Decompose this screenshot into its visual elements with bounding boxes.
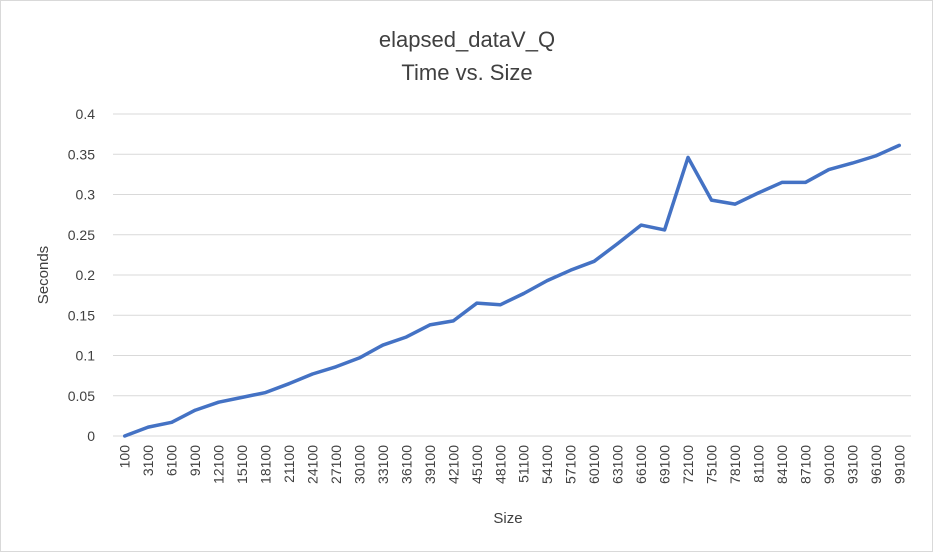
x-tick-label: 57100 <box>563 445 579 484</box>
series-layer <box>122 143 902 438</box>
data-point <box>710 198 713 202</box>
data-point <box>850 161 854 165</box>
series-line <box>122 143 902 438</box>
x-tick-label: 66100 <box>633 445 649 484</box>
x-tick-label: 36100 <box>398 445 414 484</box>
data-point <box>404 335 408 339</box>
gridlines <box>113 113 911 437</box>
x-tick-label: 60100 <box>586 445 602 484</box>
data-point <box>522 292 526 296</box>
x-tick-label: 84100 <box>774 445 790 484</box>
x-tick-label: 6100 <box>164 445 180 476</box>
data-point <box>663 228 667 232</box>
y-tick-label: 0.05 <box>68 388 95 404</box>
x-axis-title: Size <box>493 510 522 527</box>
data-point <box>874 154 878 158</box>
x-tick-label: 78100 <box>727 445 743 484</box>
y-tick-label: 0.25 <box>68 227 95 243</box>
data-point <box>897 143 901 147</box>
x-tick-label: 30100 <box>351 445 367 484</box>
data-point <box>193 408 197 412</box>
data-point <box>381 343 385 347</box>
x-tick-label: 54100 <box>539 445 555 484</box>
x-tick-label: 24100 <box>305 445 321 484</box>
data-point <box>569 268 573 272</box>
y-tick-label: 0.4 <box>76 106 96 122</box>
data-point <box>592 259 596 263</box>
chart-title: elapsed_dataV_Q <box>379 27 555 52</box>
data-point <box>428 323 432 327</box>
x-tick-label: 39100 <box>422 445 438 484</box>
data-point <box>686 155 690 159</box>
y-tick-label: 0.1 <box>76 348 96 364</box>
data-point <box>827 168 831 172</box>
x-tick-label: 18100 <box>258 445 274 484</box>
x-tick-label: 100 <box>117 445 133 469</box>
x-tick-label: 93100 <box>844 445 860 484</box>
x-tick-label: 15100 <box>234 445 250 484</box>
x-tick-label: 9100 <box>187 445 203 476</box>
data-point <box>451 319 455 323</box>
data-point <box>803 180 807 184</box>
x-tick-label: 96100 <box>868 445 884 484</box>
data-point <box>639 223 643 227</box>
x-tick-label: 99100 <box>891 445 907 484</box>
x-tick-label: 21100 <box>281 445 297 483</box>
data-point <box>475 301 479 305</box>
x-tick-label: 63100 <box>610 445 626 484</box>
data-point <box>616 242 620 246</box>
data-point <box>123 434 127 438</box>
chart-subtitle: Time vs. Size <box>401 60 532 85</box>
x-tick-label: 72100 <box>680 445 696 484</box>
data-point <box>357 356 361 360</box>
data-point <box>170 420 174 424</box>
y-tick-label: 0.35 <box>68 146 95 162</box>
y-tick-label: 0 <box>87 428 95 444</box>
x-tick-label: 81100 <box>750 445 766 483</box>
data-point <box>545 279 549 283</box>
x-tick-label: 75100 <box>704 445 720 484</box>
data-point <box>217 400 221 404</box>
x-tick-label: 27100 <box>328 445 344 484</box>
x-axis-ticks: 100 3100 6100 9100 12100 15100 18100 21100 24100… <box>117 445 908 484</box>
data-point <box>334 365 338 369</box>
data-point <box>733 202 737 206</box>
y-axis-title: Seconds <box>35 246 52 304</box>
data-point <box>780 180 784 184</box>
x-tick-label: 42100 <box>445 445 461 484</box>
data-point <box>287 382 291 386</box>
data-point <box>146 425 150 429</box>
x-tick-label: 90100 <box>821 445 837 484</box>
x-tick-label: 69100 <box>657 445 673 484</box>
data-point <box>498 303 502 307</box>
x-tick-label: 51100 <box>516 445 532 483</box>
y-tick-label: 0.15 <box>68 307 95 323</box>
x-tick-label: 12100 <box>211 445 227 484</box>
y-axis-ticks: 0 0.05 0.1 0.15 0.2 0.25 0.3 0.35 0.4 <box>68 106 95 444</box>
data-point <box>311 372 314 376</box>
y-tick-label: 0.3 <box>76 187 96 203</box>
x-tick-label: 3100 <box>140 445 156 476</box>
x-tick-label: 45100 <box>469 445 485 484</box>
x-tick-label: 87100 <box>797 445 813 484</box>
data-point <box>756 191 760 195</box>
x-tick-label: 33100 <box>375 445 391 484</box>
y-tick-label: 0.2 <box>76 267 96 283</box>
x-tick-label: 48100 <box>492 445 508 484</box>
data-point <box>264 391 268 395</box>
data-point <box>240 395 244 399</box>
